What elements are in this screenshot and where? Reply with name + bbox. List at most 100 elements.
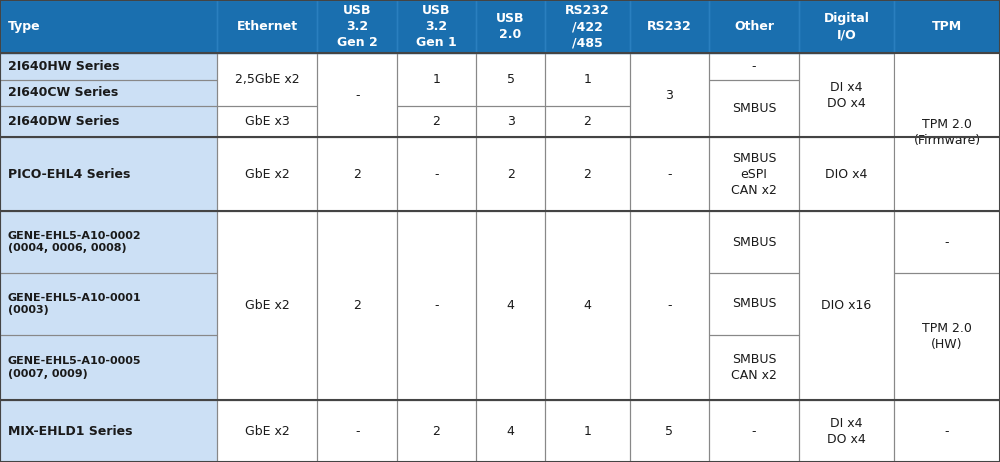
Text: 2I640DW Series: 2I640DW Series (8, 115, 119, 128)
Text: -: - (945, 425, 949, 438)
Bar (799, 211, 894, 401)
Bar (317, 54, 397, 137)
Bar (545, 0, 630, 54)
Bar (217, 137, 317, 211)
Bar (476, 106, 545, 137)
Bar (545, 106, 630, 137)
Bar (545, 401, 630, 462)
Text: 1: 1 (583, 73, 591, 86)
Text: 2: 2 (433, 425, 440, 438)
Text: SMBUS: SMBUS (732, 102, 776, 115)
Text: DIO x16: DIO x16 (821, 299, 872, 312)
Bar (0, 273, 217, 334)
Text: SMBUS: SMBUS (732, 236, 776, 249)
Bar (894, 273, 1000, 401)
Text: SMBUS
eSPI
CAN x2: SMBUS eSPI CAN x2 (731, 152, 777, 197)
Text: GENE-EHL5-A10-0005
(0007, 0009): GENE-EHL5-A10-0005 (0007, 0009) (8, 356, 142, 379)
Bar (894, 401, 1000, 462)
Text: -: - (667, 168, 672, 181)
Text: SMBUS: SMBUS (732, 297, 776, 310)
Text: 2: 2 (353, 168, 361, 181)
Bar (397, 106, 476, 137)
Bar (476, 137, 545, 211)
Bar (630, 401, 709, 462)
Text: USB
3.2
Gen 1: USB 3.2 Gen 1 (416, 4, 457, 49)
Text: GENE-EHL5-A10-0002
(0004, 0006, 0008): GENE-EHL5-A10-0002 (0004, 0006, 0008) (8, 231, 142, 253)
Bar (397, 401, 476, 462)
Bar (0, 80, 217, 106)
Bar (894, 0, 1000, 54)
Text: -: - (752, 425, 756, 438)
Bar (709, 273, 799, 334)
Text: -: - (434, 168, 439, 181)
Text: -: - (355, 89, 359, 102)
Text: GbE x3: GbE x3 (245, 115, 290, 128)
Bar (217, 54, 317, 106)
Bar (0, 401, 217, 462)
Text: MIX-EHLD1 Series: MIX-EHLD1 Series (8, 425, 132, 438)
Bar (0, 334, 217, 401)
Text: GbE x2: GbE x2 (245, 168, 290, 181)
Text: DIO x4: DIO x4 (825, 168, 868, 181)
Text: TPM 2.0
(HW): TPM 2.0 (HW) (922, 322, 972, 351)
Bar (545, 137, 630, 211)
Text: 2I640HW Series: 2I640HW Series (8, 60, 120, 73)
Text: 2: 2 (507, 168, 515, 181)
Text: 2: 2 (433, 115, 440, 128)
Bar (0, 211, 217, 273)
Bar (799, 0, 894, 54)
Text: GbE x2: GbE x2 (245, 425, 290, 438)
Bar (709, 80, 799, 137)
Bar (397, 211, 476, 401)
Bar (476, 54, 545, 106)
Bar (476, 401, 545, 462)
Text: 1: 1 (433, 73, 440, 86)
Text: 3: 3 (665, 89, 673, 102)
Bar (397, 0, 476, 54)
Bar (0, 0, 217, 54)
Text: Ethernet: Ethernet (237, 20, 298, 33)
Bar (709, 334, 799, 401)
Text: Type: Type (8, 20, 41, 33)
Bar (545, 54, 630, 106)
Text: -: - (667, 299, 672, 312)
Bar (0, 137, 217, 211)
Text: PICO-EHL4 Series: PICO-EHL4 Series (8, 168, 130, 181)
Text: TPM: TPM (932, 20, 962, 33)
Text: USB
3.2
Gen 2: USB 3.2 Gen 2 (337, 4, 378, 49)
Bar (476, 0, 545, 54)
Bar (709, 0, 799, 54)
Text: 4: 4 (583, 299, 591, 312)
Text: 3: 3 (507, 115, 515, 128)
Text: 2: 2 (583, 115, 591, 128)
Bar (630, 137, 709, 211)
Bar (317, 0, 397, 54)
Bar (317, 211, 397, 401)
Bar (317, 137, 397, 211)
Bar (217, 211, 317, 401)
Text: RS232: RS232 (647, 20, 692, 33)
Bar (709, 137, 799, 211)
Text: Other: Other (734, 20, 774, 33)
Bar (217, 0, 317, 54)
Bar (0, 54, 217, 80)
Text: 1: 1 (583, 425, 591, 438)
Text: 4: 4 (507, 425, 515, 438)
Bar (397, 54, 476, 106)
Text: -: - (752, 60, 756, 73)
Text: 4: 4 (507, 299, 515, 312)
Text: GENE-EHL5-A10-0001
(0003): GENE-EHL5-A10-0001 (0003) (8, 292, 142, 315)
Bar (709, 211, 799, 273)
Text: DI x4
DO x4: DI x4 DO x4 (827, 417, 866, 446)
Bar (397, 137, 476, 211)
Bar (217, 106, 317, 137)
Text: Digital
I/O: Digital I/O (824, 12, 869, 41)
Text: -: - (355, 425, 359, 438)
Bar (894, 211, 1000, 273)
Bar (317, 401, 397, 462)
Bar (709, 54, 799, 80)
Bar (630, 54, 709, 137)
Text: -: - (945, 236, 949, 249)
Text: 2: 2 (583, 168, 591, 181)
Text: GbE x2: GbE x2 (245, 299, 290, 312)
